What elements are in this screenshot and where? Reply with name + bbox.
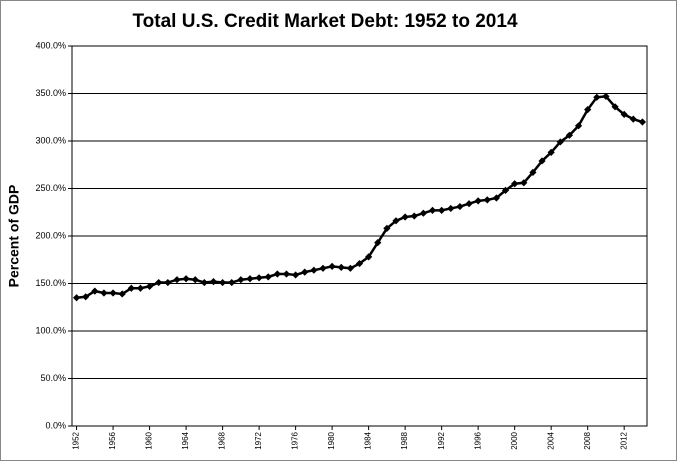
y-tick-label: 150.0% bbox=[35, 278, 66, 288]
data-marker bbox=[109, 289, 117, 297]
data-marker bbox=[602, 92, 610, 100]
data-marker bbox=[556, 138, 564, 146]
data-marker bbox=[155, 278, 163, 287]
data-marker bbox=[538, 157, 546, 165]
data-marker bbox=[501, 186, 510, 194]
data-marker bbox=[410, 212, 418, 220]
data-marker bbox=[456, 202, 464, 211]
data-marker bbox=[310, 266, 318, 274]
data-marker bbox=[209, 278, 218, 286]
data-marker bbox=[218, 278, 227, 287]
data-marker bbox=[620, 110, 628, 118]
data-marker bbox=[483, 196, 491, 204]
data-marker bbox=[82, 293, 90, 301]
data-marker bbox=[593, 93, 601, 101]
x-tick-label: 1960 bbox=[145, 431, 154, 449]
x-tick-label: 2012 bbox=[619, 431, 628, 449]
data-marker bbox=[72, 294, 81, 302]
y-tick-label: 250.0% bbox=[35, 183, 66, 193]
data-marker bbox=[173, 276, 181, 284]
data-marker bbox=[428, 206, 437, 214]
data-marker bbox=[520, 179, 528, 187]
data-marker bbox=[392, 217, 400, 225]
data-marker bbox=[273, 270, 281, 278]
data-marker bbox=[264, 273, 272, 281]
data-marker bbox=[127, 284, 135, 292]
data-marker bbox=[182, 275, 190, 283]
data-marker bbox=[474, 197, 482, 205]
data-marker bbox=[301, 268, 309, 276]
data-marker bbox=[574, 122, 583, 130]
x-tick-label: 1980 bbox=[327, 431, 336, 449]
x-tick-label: 2004 bbox=[546, 431, 555, 449]
data-marker bbox=[565, 131, 574, 139]
y-tick-label: 300.0% bbox=[35, 135, 66, 145]
data-marker bbox=[511, 180, 519, 188]
data-marker bbox=[547, 148, 555, 156]
data-marker bbox=[145, 282, 154, 290]
x-tick-label: 1996 bbox=[473, 431, 482, 449]
data-marker bbox=[246, 275, 254, 283]
y-tick-label: 200.0% bbox=[35, 230, 66, 240]
data-marker bbox=[419, 209, 427, 217]
data-marker bbox=[282, 270, 291, 278]
y-tick-label: 0.0% bbox=[45, 420, 66, 430]
y-tick-label: 50.0% bbox=[40, 373, 66, 383]
data-marker bbox=[638, 118, 647, 126]
data-marker bbox=[164, 278, 172, 287]
data-marker bbox=[401, 213, 409, 221]
data-marker bbox=[319, 264, 327, 272]
data-marker bbox=[237, 276, 245, 284]
data-marker bbox=[529, 168, 537, 176]
data-marker bbox=[383, 224, 391, 232]
x-tick-label: 1964 bbox=[181, 431, 190, 449]
data-marker bbox=[355, 259, 364, 268]
x-tick-label: 1984 bbox=[364, 431, 373, 449]
y-tick-label: 100.0% bbox=[35, 325, 66, 335]
data-marker bbox=[292, 271, 300, 279]
data-marker bbox=[200, 278, 208, 287]
data-marker bbox=[191, 276, 199, 284]
x-tick-label: 1972 bbox=[254, 431, 263, 449]
y-axis-label: Percent of GDP bbox=[6, 185, 22, 288]
data-marker bbox=[118, 290, 126, 298]
data-marker bbox=[611, 103, 619, 111]
data-marker bbox=[136, 284, 145, 292]
x-tick-label: 1992 bbox=[437, 431, 446, 449]
x-tick-label: 1988 bbox=[400, 431, 409, 449]
data-marker bbox=[447, 204, 455, 213]
data-marker bbox=[346, 264, 354, 272]
data-marker bbox=[374, 239, 382, 247]
x-tick-label: 2008 bbox=[583, 431, 592, 449]
data-marker bbox=[255, 274, 263, 282]
data-marker bbox=[91, 287, 99, 295]
x-tick-label: 1976 bbox=[291, 431, 300, 449]
data-marker bbox=[228, 278, 236, 287]
data-marker bbox=[492, 194, 501, 202]
data-marker bbox=[438, 206, 446, 214]
x-tick-label: 1956 bbox=[108, 431, 117, 449]
data-marker bbox=[365, 253, 373, 261]
data-marker bbox=[100, 289, 108, 297]
chart-title: Total U.S. Credit Market Debt: 1952 to 2… bbox=[132, 11, 517, 32]
x-tick-label: 2000 bbox=[510, 431, 519, 449]
data-marker bbox=[337, 263, 345, 271]
data-marker bbox=[584, 106, 592, 114]
data-marker bbox=[629, 115, 637, 123]
y-tick-label: 350.0% bbox=[35, 88, 66, 98]
x-tick-label: 1968 bbox=[218, 431, 227, 449]
y-tick-label: 400.0% bbox=[35, 40, 66, 50]
data-marker bbox=[465, 200, 473, 208]
x-tick-label: 1952 bbox=[72, 431, 81, 449]
data-marker bbox=[328, 262, 336, 270]
